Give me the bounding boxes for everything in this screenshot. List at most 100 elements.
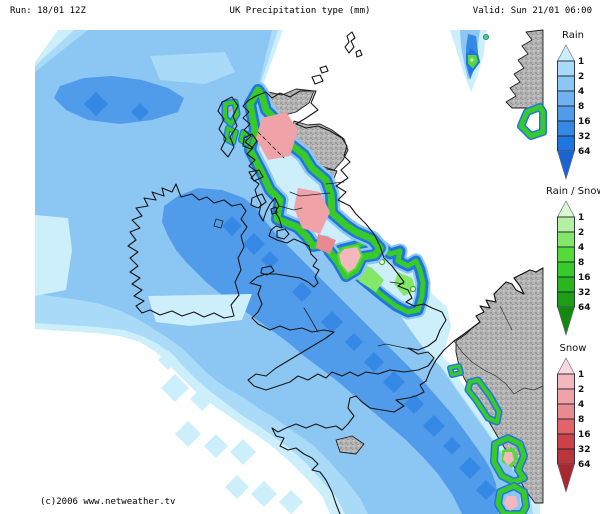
coastline-outer-hebrides (217, 96, 239, 158)
legend-tick-label: 4 (578, 243, 584, 253)
coastline-arran (270, 206, 278, 215)
rain-band-strong-topleft (54, 76, 184, 124)
run-timestamp: Run: 18/01 12Z (10, 6, 86, 16)
rain-pocket-light (150, 52, 235, 84)
legend-title: Rain / Snow (546, 186, 600, 197)
legend-title: Snow (559, 343, 587, 354)
legend-tick-label: 8 (578, 258, 584, 268)
snow-cell (316, 234, 336, 254)
legend-title: Rain (562, 30, 584, 41)
coastline-great-britain (242, 90, 447, 391)
coastlines (127, 31, 544, 514)
coastline-low-countries (453, 267, 544, 342)
legend-segment (557, 357, 575, 375)
legend-tick-label: 1 (578, 213, 584, 223)
french-coast-cells (447, 363, 530, 514)
snow-cell (256, 112, 298, 160)
legend-segment (557, 246, 575, 263)
legend-segment (557, 433, 575, 450)
legend-tick-label: 16 (578, 117, 591, 127)
coastline-isle-of-man (276, 228, 290, 240)
legend-segment (557, 44, 575, 62)
legend-segment (557, 120, 575, 137)
legend-segment (557, 75, 575, 92)
legend-segment (557, 373, 575, 390)
country-border (453, 340, 515, 395)
legend-tick-label: 32 (578, 445, 591, 455)
coastline-ireland (127, 183, 248, 319)
river-severn (303, 307, 319, 333)
rain-band-strong-swath (162, 188, 498, 514)
country-border (513, 385, 544, 395)
terrain-brittany (335, 435, 365, 455)
legend-bar: 1 2 4 8 16 32 64 (557, 357, 591, 494)
legend-segment (557, 291, 575, 308)
coastline-skye (242, 133, 258, 150)
copyright-text: (c)2006 www.netweather.tv (40, 497, 176, 507)
legend-segment (557, 135, 575, 152)
coastline-anglesey (260, 265, 275, 276)
legend-segment (557, 216, 575, 233)
legend-tick-label: 8 (578, 102, 584, 112)
river-clyde (278, 205, 303, 211)
legend-tick-label: 32 (578, 132, 591, 142)
legend-segment (557, 306, 575, 337)
snow-cell (294, 188, 330, 234)
mixed-core-dot (409, 285, 417, 293)
legend-tick-label: 1 (578, 370, 584, 380)
legend-tick-label: 8 (578, 415, 584, 425)
legend-tick-label: 2 (578, 72, 584, 82)
snow-band (241, 81, 389, 285)
legend-segment (557, 403, 575, 420)
legend-rain-snow: Rain / Snow 1 2 4 8 16 32 64 (546, 186, 600, 353)
legend-segment (557, 276, 575, 293)
legend-segment (557, 448, 575, 465)
country-border (499, 305, 513, 331)
legend-segment (557, 231, 575, 248)
legend-tick-label: 16 (578, 430, 591, 440)
legend-segment (557, 90, 575, 107)
legend-segment (557, 150, 575, 181)
legend-segment (557, 200, 575, 218)
legend-tick-label: 1 (578, 57, 584, 67)
legend-bar: 1 2 4 8 16 32 64 (557, 200, 591, 337)
snow-lobe (336, 244, 364, 276)
legend-segment (557, 60, 575, 77)
norwegian-sea-cell (450, 30, 489, 92)
lough-neagh (213, 218, 224, 229)
rain-cells-dark (84, 92, 496, 500)
legend-tick-label: 32 (578, 288, 591, 298)
river-thames (377, 343, 411, 350)
coastline-france (271, 340, 455, 514)
cell-dot (483, 34, 489, 40)
great-glen (257, 131, 285, 159)
norway-coast-snow-cell (517, 103, 547, 140)
legend-tick-label: 64 (578, 303, 591, 313)
legend-snow: Snow 1 2 4 8 16 32 64 (546, 343, 600, 510)
legend-tick-label: 2 (578, 385, 584, 395)
legend-tick-label: 64 (578, 460, 591, 470)
coastline-mull (248, 169, 264, 182)
legend-tick-label: 64 (578, 147, 591, 157)
coastline-shetland (344, 31, 363, 58)
page-title: UK Precipitation type (mm) (229, 6, 371, 16)
rain-field (35, 30, 540, 514)
rain-pale-left-strip (35, 215, 72, 296)
legend-segment (557, 261, 575, 278)
rain-patches-outlying (158, 350, 303, 514)
legend-tick-label: 4 (578, 400, 584, 410)
legend-segment (557, 105, 575, 122)
coastline-orkney (311, 65, 329, 85)
river-humber (389, 281, 405, 285)
legend-segment (557, 463, 575, 494)
terrain-norway (505, 29, 544, 109)
legend-bar: 1 2 4 8 16 32 64 (557, 44, 591, 181)
legend-tick-label: 2 (578, 228, 584, 238)
legend-segment (557, 418, 575, 435)
legend-segment (557, 388, 575, 405)
river-forth (289, 191, 331, 197)
legend-rain: Rain 1 2 4 8 16 32 64 (546, 30, 600, 197)
coastline-islay (250, 193, 267, 209)
